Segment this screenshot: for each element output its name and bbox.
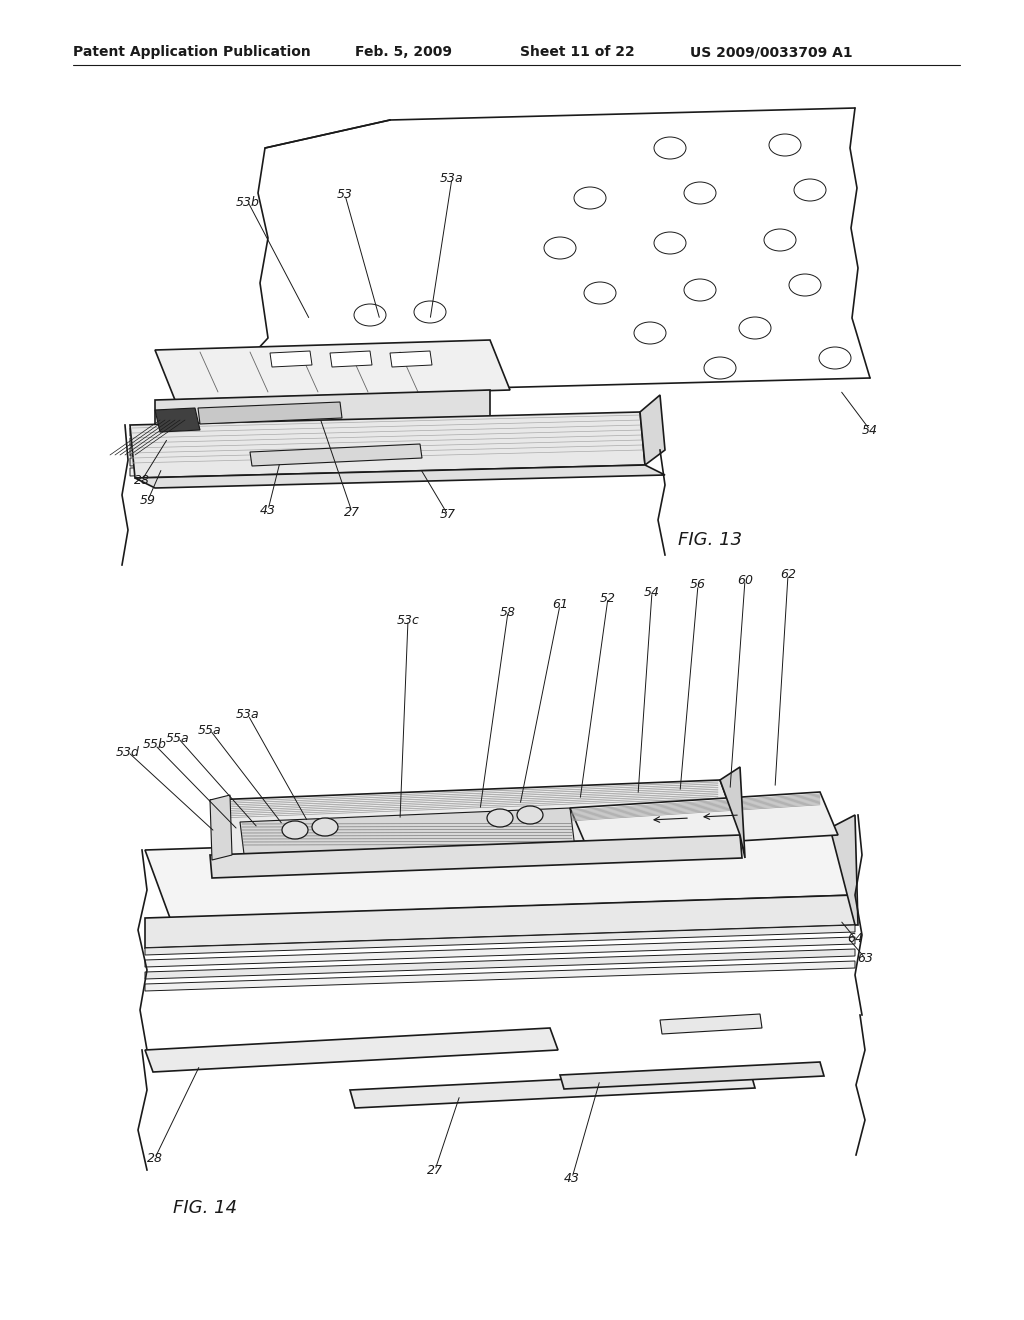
Text: 53a: 53a: [440, 172, 464, 185]
Text: 53a: 53a: [237, 709, 260, 722]
Text: 59: 59: [140, 494, 156, 507]
Text: 60: 60: [737, 573, 753, 586]
Text: 63: 63: [857, 952, 873, 965]
Polygon shape: [145, 961, 855, 991]
Text: FIG. 14: FIG. 14: [173, 1199, 238, 1217]
Polygon shape: [155, 341, 510, 400]
Ellipse shape: [487, 809, 513, 828]
Text: Patent Application Publication: Patent Application Publication: [73, 45, 310, 59]
Text: 43: 43: [564, 1172, 580, 1184]
Text: 28: 28: [134, 474, 150, 487]
Polygon shape: [330, 351, 372, 367]
Text: 53d: 53d: [116, 746, 140, 759]
Text: 54: 54: [644, 586, 660, 598]
Text: FIG. 13: FIG. 13: [678, 531, 742, 549]
Polygon shape: [250, 444, 422, 466]
Polygon shape: [210, 836, 742, 878]
Text: US 2009/0033709 A1: US 2009/0033709 A1: [690, 45, 853, 59]
Polygon shape: [145, 949, 855, 979]
Polygon shape: [640, 395, 665, 465]
Polygon shape: [660, 1014, 762, 1034]
Polygon shape: [210, 795, 232, 861]
Text: 27: 27: [344, 506, 360, 519]
Polygon shape: [130, 445, 640, 466]
Polygon shape: [720, 767, 745, 858]
Polygon shape: [830, 814, 858, 925]
Text: 55a: 55a: [199, 723, 222, 737]
Text: 55a: 55a: [166, 731, 189, 744]
Polygon shape: [270, 351, 312, 367]
Polygon shape: [145, 925, 855, 954]
Polygon shape: [145, 828, 855, 917]
Ellipse shape: [312, 818, 338, 836]
Polygon shape: [145, 937, 855, 968]
Text: 62: 62: [780, 569, 796, 582]
Polygon shape: [130, 455, 640, 477]
Text: 43: 43: [260, 503, 276, 516]
Polygon shape: [130, 412, 645, 478]
Ellipse shape: [517, 807, 543, 824]
Polygon shape: [570, 792, 838, 850]
Polygon shape: [240, 808, 575, 862]
Text: 58: 58: [500, 606, 516, 619]
Polygon shape: [350, 1071, 755, 1107]
Ellipse shape: [282, 821, 308, 840]
Polygon shape: [155, 408, 200, 432]
Text: 61: 61: [552, 598, 568, 611]
Text: 53c: 53c: [396, 614, 420, 627]
Polygon shape: [198, 403, 342, 424]
Polygon shape: [390, 351, 432, 367]
Polygon shape: [145, 895, 855, 948]
Text: 56: 56: [690, 578, 706, 591]
Text: 27: 27: [427, 1163, 443, 1176]
Text: 64: 64: [847, 932, 863, 945]
Polygon shape: [130, 414, 640, 436]
Text: 54: 54: [862, 424, 878, 437]
Polygon shape: [130, 436, 640, 455]
Text: 55b: 55b: [143, 738, 167, 751]
Text: 28: 28: [147, 1151, 163, 1164]
Text: Sheet 11 of 22: Sheet 11 of 22: [520, 45, 635, 59]
Polygon shape: [155, 389, 490, 430]
Polygon shape: [560, 1063, 824, 1089]
Polygon shape: [210, 780, 740, 855]
Text: Feb. 5, 2009: Feb. 5, 2009: [355, 45, 452, 59]
Text: 53b: 53b: [237, 195, 260, 209]
Text: 57: 57: [440, 508, 456, 521]
Polygon shape: [130, 425, 640, 446]
Polygon shape: [135, 465, 665, 488]
Text: 53: 53: [337, 189, 353, 202]
Polygon shape: [145, 1028, 558, 1072]
Text: 52: 52: [600, 591, 616, 605]
